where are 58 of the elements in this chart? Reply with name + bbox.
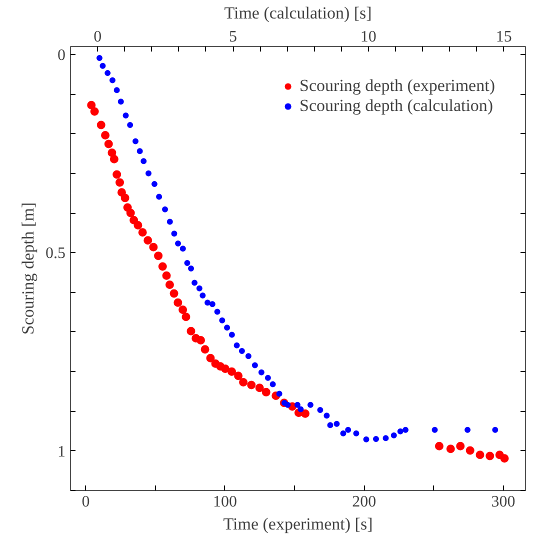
x2-tick-label: 5 bbox=[229, 28, 237, 46]
point bbox=[200, 345, 210, 354]
point bbox=[104, 140, 113, 148]
point bbox=[220, 364, 230, 374]
point bbox=[110, 154, 118, 164]
point bbox=[178, 305, 188, 314]
point bbox=[170, 289, 178, 298]
y-tick-label: 1 bbox=[58, 443, 66, 460]
point bbox=[144, 236, 152, 245]
point bbox=[154, 252, 163, 260]
point bbox=[434, 442, 444, 450]
x2-tick-label: 10 bbox=[360, 28, 376, 46]
y-tick-label: 0 bbox=[58, 46, 66, 64]
y-axis-title: Scouring depth [m] bbox=[18, 202, 38, 335]
point bbox=[165, 280, 174, 289]
point bbox=[255, 384, 264, 392]
x-axis-title: Time (experiment) [s] bbox=[223, 514, 373, 534]
point bbox=[116, 178, 124, 187]
point bbox=[162, 271, 171, 280]
x-tick-label: 100 bbox=[212, 494, 237, 510]
x2-axis-title: Time (calculation) [s] bbox=[224, 4, 372, 22]
point bbox=[446, 444, 455, 454]
legend-label: Scouring depth (experiment) bbox=[300, 76, 495, 96]
point bbox=[186, 326, 196, 336]
point bbox=[101, 131, 110, 140]
point bbox=[476, 450, 484, 460]
point bbox=[500, 454, 509, 463]
point bbox=[134, 221, 142, 230]
x-tick-label: 200 bbox=[352, 494, 376, 510]
point bbox=[456, 442, 465, 450]
point bbox=[87, 100, 96, 110]
point bbox=[206, 354, 215, 362]
point bbox=[130, 216, 138, 224]
legend-label: Scouring depth (calculation) bbox=[300, 96, 494, 116]
point bbox=[112, 170, 122, 179]
point bbox=[247, 380, 256, 390]
point bbox=[126, 208, 135, 218]
point bbox=[158, 262, 167, 271]
point bbox=[149, 242, 158, 252]
point bbox=[300, 409, 310, 418]
x2-tick-label: 15 bbox=[496, 28, 512, 46]
point bbox=[466, 446, 474, 455]
point bbox=[239, 378, 248, 387]
point bbox=[120, 194, 130, 202]
point bbox=[138, 228, 147, 237]
x-tick-label: 0 bbox=[82, 494, 90, 510]
x2-tick-label: 0 bbox=[94, 28, 102, 46]
point bbox=[234, 372, 243, 380]
x-tick-label: 300 bbox=[491, 494, 516, 510]
point bbox=[196, 336, 205, 344]
point bbox=[174, 298, 182, 307]
point bbox=[96, 120, 106, 130]
point bbox=[262, 388, 270, 396]
point bbox=[182, 312, 190, 322]
point bbox=[486, 452, 494, 460]
point bbox=[90, 107, 99, 116]
point bbox=[228, 367, 236, 376]
y-tick-label: 0.5 bbox=[46, 245, 66, 262]
